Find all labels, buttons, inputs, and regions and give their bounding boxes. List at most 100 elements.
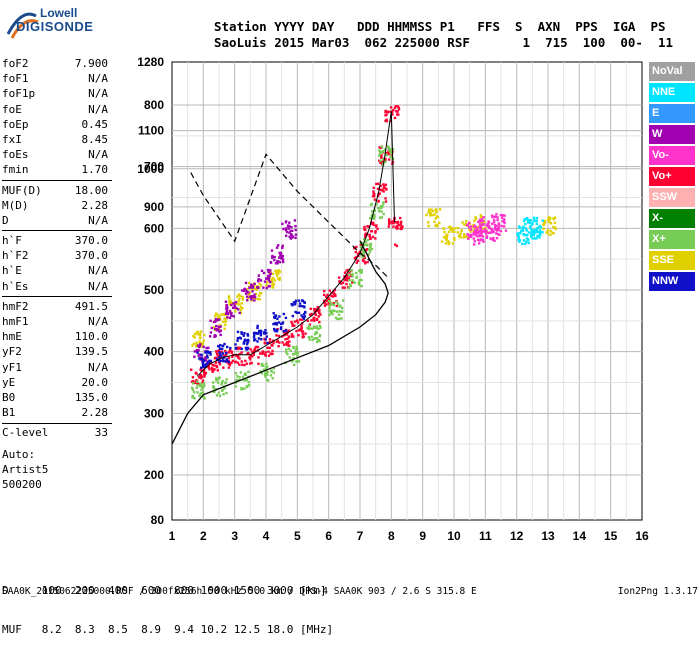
echo-point — [295, 360, 298, 363]
echo-point — [314, 326, 318, 330]
echo-point — [281, 258, 285, 261]
echo-point — [262, 286, 265, 289]
echo-point — [517, 236, 520, 239]
echo-point — [332, 290, 335, 294]
param-value: N/A — [88, 213, 108, 227]
echo-point — [216, 354, 220, 357]
echo-point — [204, 371, 208, 375]
echo-point — [382, 202, 385, 205]
param-label: hmF1 — [2, 315, 29, 328]
echo-point — [270, 278, 273, 281]
echo-point — [199, 384, 202, 388]
echo-point — [214, 314, 217, 318]
echo-point — [552, 217, 555, 220]
echo-point — [253, 293, 256, 296]
echo-point — [209, 351, 212, 354]
echo-point — [294, 228, 297, 232]
echo-point — [198, 345, 201, 349]
echo-point — [192, 342, 195, 346]
echo-point — [480, 238, 483, 241]
echo-point — [246, 332, 249, 336]
echo-point — [327, 303, 330, 306]
echo-point — [328, 289, 331, 292]
echo-point — [222, 359, 225, 363]
y-tick-label: 900 — [144, 200, 164, 214]
echo-point — [524, 222, 527, 226]
echo-point — [262, 364, 265, 367]
echo-point — [378, 216, 382, 219]
echo-point — [278, 270, 282, 273]
echo-point — [525, 237, 529, 240]
y-tick-label: 200 — [144, 468, 164, 482]
x-tick-label: 16 — [635, 529, 649, 543]
echo-point — [243, 338, 247, 342]
echo-point — [276, 270, 279, 273]
echo-point — [353, 281, 356, 284]
echo-point — [360, 253, 363, 257]
echo-point — [297, 329, 301, 332]
echo-point — [314, 336, 317, 340]
echo-point — [279, 326, 283, 329]
echo-point — [224, 350, 227, 353]
echo-point — [301, 330, 305, 333]
echo-point — [372, 223, 375, 227]
echo-point — [388, 221, 391, 224]
param-row-hf2: h`F2 370.0 — [2, 248, 112, 263]
echo-point — [379, 188, 383, 192]
echo-point — [486, 222, 489, 226]
echo-point — [276, 328, 279, 332]
echo-point — [467, 234, 471, 238]
echo-point — [376, 182, 380, 185]
echo-point — [234, 372, 238, 375]
echo-point — [207, 346, 210, 350]
echo-point — [335, 304, 339, 308]
echo-point — [527, 241, 530, 245]
echo-point — [521, 229, 525, 232]
echo-point — [272, 341, 275, 345]
echo-point — [221, 320, 225, 324]
echo-point — [274, 329, 277, 333]
echo-point — [200, 375, 204, 378]
echo-point — [363, 256, 367, 259]
echo-point — [476, 231, 480, 234]
param-label: B1 — [2, 406, 16, 420]
echo-point — [195, 382, 199, 385]
echo-point — [458, 234, 461, 238]
echo-point — [271, 352, 274, 356]
echo-point — [461, 221, 464, 224]
echo-point — [244, 372, 247, 376]
echo-point — [446, 239, 450, 243]
echo-point — [385, 188, 388, 191]
echo-point — [300, 304, 304, 308]
echo-point — [265, 335, 268, 338]
echo-point — [465, 235, 468, 238]
echo-point — [490, 214, 494, 217]
echo-point — [296, 321, 300, 324]
echo-point — [381, 160, 384, 163]
echo-point — [291, 353, 295, 356]
echo-point — [203, 375, 206, 378]
echo-point — [554, 227, 557, 231]
echo-point — [391, 222, 394, 225]
echo-point — [383, 148, 387, 151]
echo-point — [277, 277, 280, 280]
echo-point — [199, 382, 202, 386]
echo-point — [234, 301, 238, 304]
echo-point — [209, 319, 212, 322]
echo-point — [263, 280, 267, 283]
echo-point — [370, 247, 374, 251]
echo-point — [358, 279, 361, 282]
echo-point — [360, 268, 363, 272]
echo-point — [482, 223, 485, 226]
x-tick-label: 6 — [325, 529, 332, 543]
echo-point — [230, 351, 233, 354]
echo-point — [239, 308, 243, 312]
echo-point — [275, 321, 278, 325]
echo-point — [230, 361, 233, 364]
echo-point — [253, 287, 257, 290]
echo-point — [234, 385, 237, 388]
echo-point — [474, 216, 477, 219]
echo-point — [323, 289, 326, 293]
echo-point — [400, 225, 403, 228]
echo-point — [262, 368, 266, 372]
